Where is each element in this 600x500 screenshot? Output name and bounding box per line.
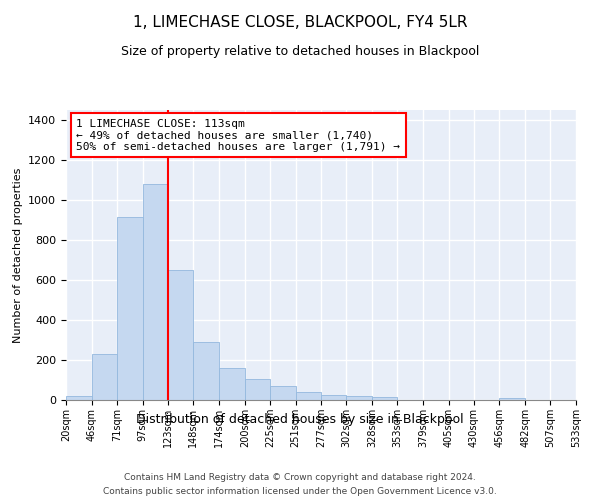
Text: Distribution of detached houses by size in Blackpool: Distribution of detached houses by size … [136, 412, 464, 426]
Text: 1, LIMECHASE CLOSE, BLACKPOOL, FY4 5LR: 1, LIMECHASE CLOSE, BLACKPOOL, FY4 5LR [133, 15, 467, 30]
Text: Size of property relative to detached houses in Blackpool: Size of property relative to detached ho… [121, 45, 479, 58]
Bar [66, 396, 92, 400]
Bar [372, 397, 397, 400]
Bar [193, 342, 219, 400]
Bar [169, 270, 193, 400]
Text: Contains public sector information licensed under the Open Government Licence v3: Contains public sector information licen… [103, 488, 497, 496]
Bar [346, 396, 372, 400]
Bar [296, 392, 322, 400]
Bar [245, 379, 270, 400]
Text: Contains HM Land Registry data © Crown copyright and database right 2024.: Contains HM Land Registry data © Crown c… [124, 472, 476, 482]
Text: 1 LIMECHASE CLOSE: 113sqm
← 49% of detached houses are smaller (1,740)
50% of se: 1 LIMECHASE CLOSE: 113sqm ← 49% of detac… [76, 118, 400, 152]
Bar [117, 217, 143, 400]
Bar [270, 386, 296, 400]
Bar [499, 398, 525, 400]
Bar [219, 368, 245, 400]
Y-axis label: Number of detached properties: Number of detached properties [13, 168, 23, 342]
Bar [143, 184, 169, 400]
Bar [322, 394, 346, 400]
Bar [92, 354, 117, 400]
